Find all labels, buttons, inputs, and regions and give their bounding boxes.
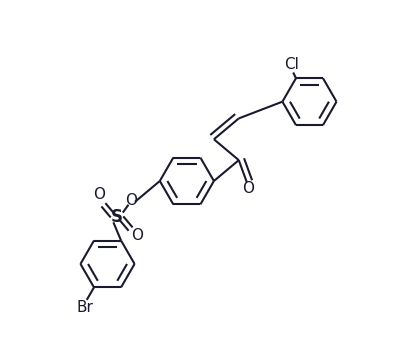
Text: S: S	[111, 208, 123, 226]
Text: Cl: Cl	[284, 57, 299, 72]
Text: O: O	[131, 228, 143, 243]
Text: O: O	[243, 181, 255, 196]
Text: Br: Br	[77, 300, 93, 315]
Text: O: O	[126, 193, 137, 207]
Text: O: O	[93, 188, 105, 202]
